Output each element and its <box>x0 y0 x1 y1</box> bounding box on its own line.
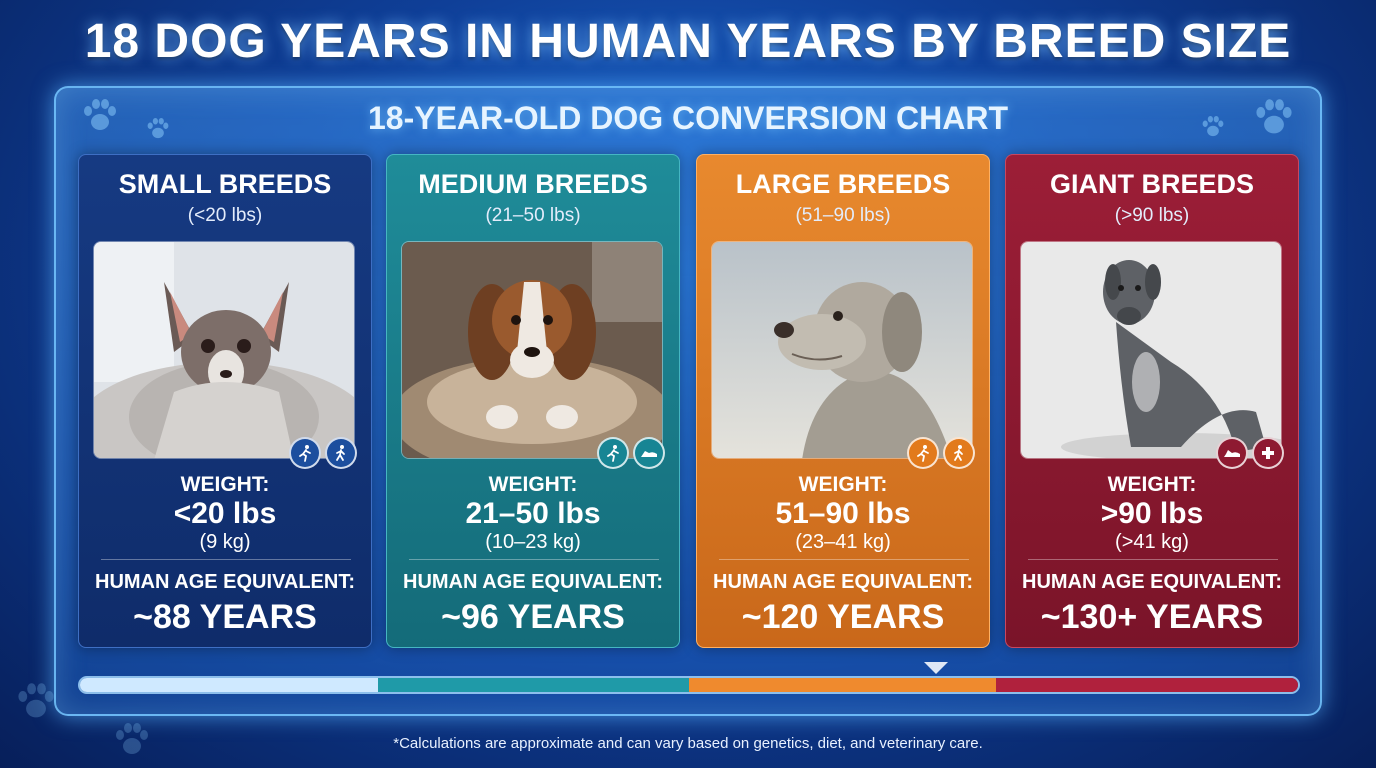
card-title: LARGE BREEDS <box>735 169 951 199</box>
card-title: GIANT BREEDS <box>1049 169 1255 199</box>
chart-subtitle: 18-YEAR-OLD DOG CONVERSION CHART <box>367 100 1009 136</box>
running-person-icon <box>907 437 939 469</box>
card-divider <box>1028 559 1278 560</box>
card-small-breeds: SMALL BREEDS (<20 lbs) WEIGHT: <20 lbs (… <box>78 154 372 648</box>
human-age-value: ~96 YEARS <box>441 598 625 636</box>
paw-print-icon <box>147 117 169 139</box>
dog-photo-chihuahua <box>93 241 355 459</box>
weight-label: WEIGHT: <box>180 473 270 496</box>
walking-person-icon <box>943 437 975 469</box>
card-weight-range: (51–90 lbs) <box>795 205 891 226</box>
human-age-value: ~88 YEARS <box>133 598 317 636</box>
card-divider <box>719 559 969 560</box>
footnote: *Calculations are approximate and can va… <box>393 735 983 752</box>
weight-kg: (23–41 kg) <box>795 531 891 553</box>
paw-print-icon <box>1202 115 1224 137</box>
paw-print-icon <box>18 683 54 718</box>
dog-photo-labrador <box>711 241 973 459</box>
scale-segment-giant <box>995 678 1298 692</box>
card-divider <box>101 559 351 560</box>
card-weight-range: (>90 lbs) <box>1114 205 1190 226</box>
human-age-label: HUMAN AGE EQUIVALENT: <box>1022 571 1282 593</box>
weight-kg: (10–23 kg) <box>485 531 581 553</box>
weight-kg: (>41 kg) <box>1115 531 1189 553</box>
card-weight-range: (<20 lbs) <box>187 205 263 226</box>
human-age-label: HUMAN AGE EQUIVALENT: <box>713 571 973 593</box>
paw-print-icon <box>116 723 148 754</box>
weight-label: WEIGHT: <box>488 473 578 496</box>
scale-segment-small <box>80 678 379 692</box>
human-age-label: HUMAN AGE EQUIVALENT: <box>95 571 355 593</box>
paw-print-icon <box>84 99 116 130</box>
card-title: SMALL BREEDS <box>118 169 332 199</box>
card-large-breeds: LARGE BREEDS (51–90 lbs) WEIGHT: 51–90 l… <box>696 154 990 648</box>
scale-marker-triangle <box>924 662 948 674</box>
weight-label: WEIGHT: <box>798 473 888 496</box>
human-age-value: ~130+ YEARS <box>1040 598 1264 636</box>
scale-segment-medium <box>378 678 689 692</box>
weight-value: 21–50 lbs <box>465 497 601 530</box>
running-person-icon <box>289 437 321 469</box>
card-title: MEDIUM BREEDS <box>418 169 648 199</box>
breed-size-scale-bar <box>78 676 1300 694</box>
card-medium-breeds: MEDIUM BREEDS (21–50 lbs) WEIGHT: 21–50 … <box>386 154 680 648</box>
weight-value: 51–90 lbs <box>775 497 911 530</box>
medical-icon <box>1252 437 1284 469</box>
paw-print-icon <box>1256 99 1292 134</box>
main-title: 18 DOG YEARS IN HUMAN YEARS BY BREED SIZ… <box>84 15 1292 68</box>
scale-segment-large <box>688 678 996 692</box>
card-weight-range: (21–50 lbs) <box>485 205 581 226</box>
dog-photo-great-dane <box>1020 241 1282 459</box>
weight-kg: (9 kg) <box>199 531 251 553</box>
resting-dog-icon <box>633 437 665 469</box>
weight-value: >90 lbs <box>1100 497 1204 530</box>
walking-person-icon <box>325 437 357 469</box>
running-person-icon <box>597 437 629 469</box>
dog-photo-beagle <box>401 241 663 459</box>
human-age-label: HUMAN AGE EQUIVALENT: <box>403 571 663 593</box>
weight-label: WEIGHT: <box>1107 473 1197 496</box>
human-age-value: ~120 YEARS <box>741 598 945 636</box>
lying-dog-icon <box>1216 437 1248 469</box>
weight-value: <20 lbs <box>173 497 277 530</box>
card-giant-breeds: GIANT BREEDS (>90 lbs) WEIGHT: >90 lbs (… <box>1005 154 1299 648</box>
card-divider <box>409 559 659 560</box>
